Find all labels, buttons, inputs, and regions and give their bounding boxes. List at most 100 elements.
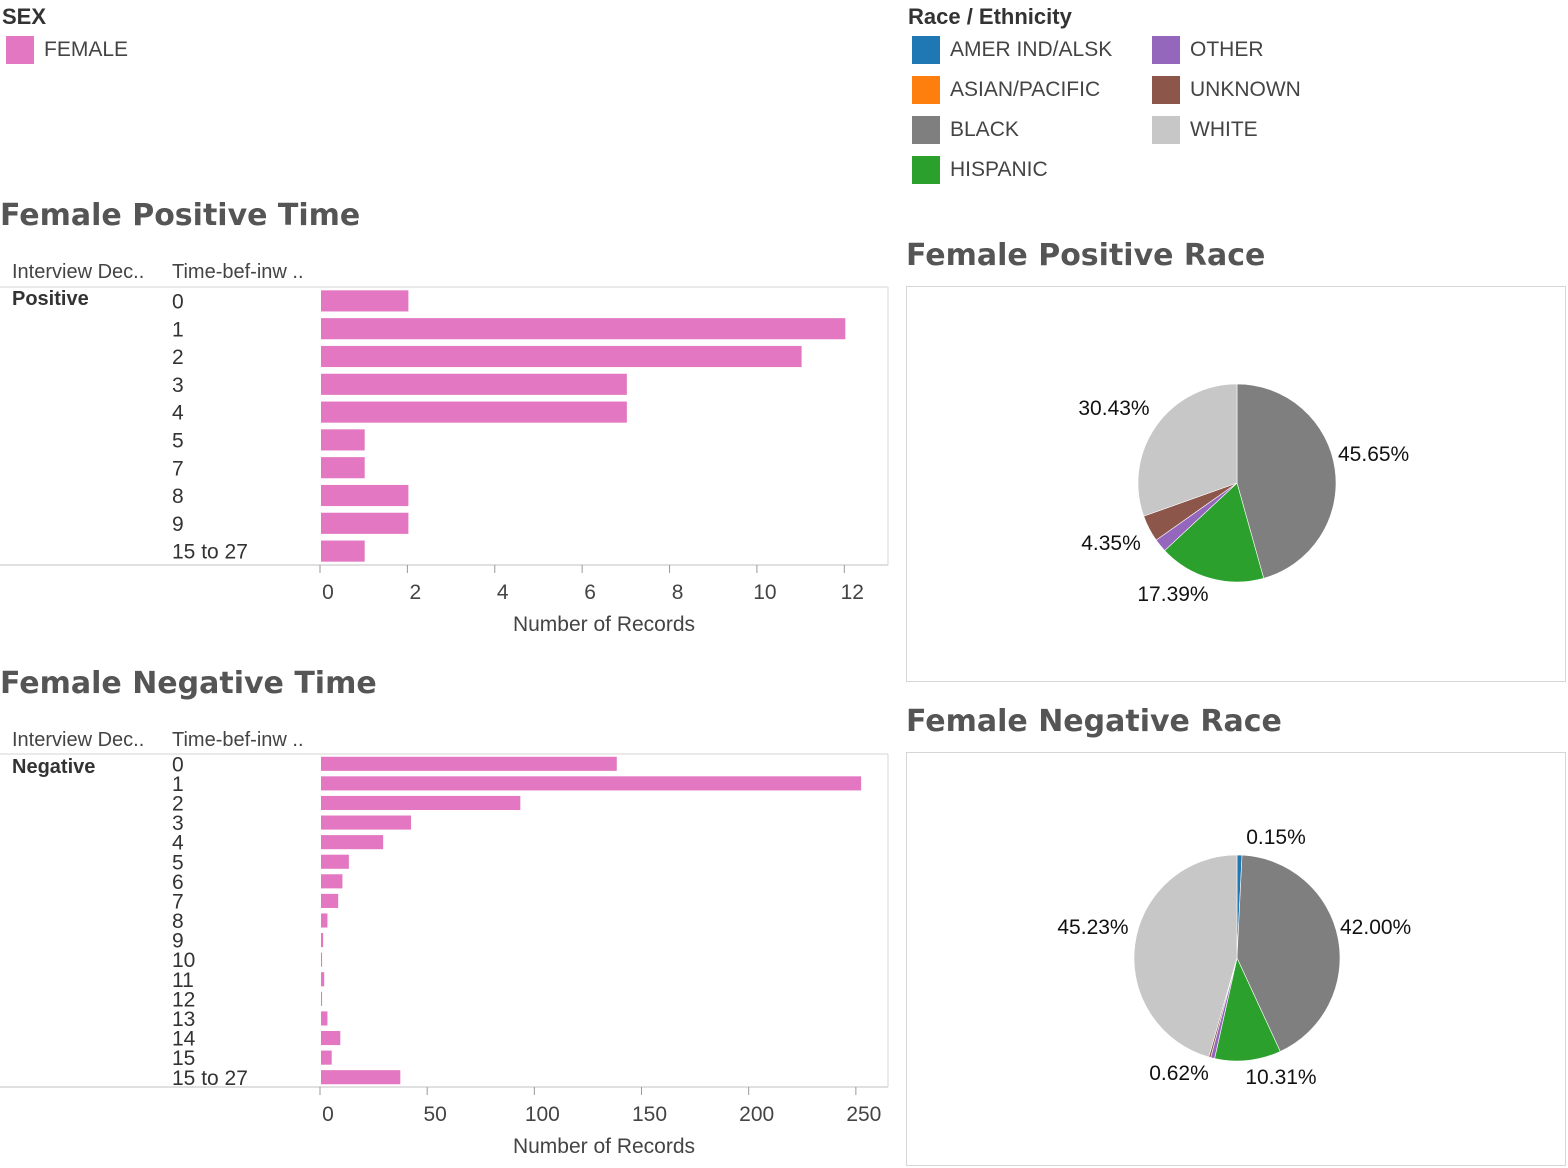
bar-15 <box>321 1050 332 1065</box>
row-label-2: 2 <box>172 793 184 816</box>
bar-4 <box>321 401 627 423</box>
legend-item-amer-ind-alsk[interactable]: AMER IND/ALSK <box>912 36 1112 64</box>
row-label-4: 4 <box>172 402 184 425</box>
row-label-13: 13 <box>172 1008 195 1031</box>
pie-label-hispanic: 10.31% <box>1245 1066 1316 1089</box>
x-tick-label-250: 250 <box>846 1103 881 1126</box>
female-negative-race-chart: 0.15% 42.00% 10.31% 0.62% 45.23% <box>1057 826 1411 1089</box>
bar-8 <box>321 484 409 507</box>
female-positive-time-title: Female Positive Time <box>0 198 361 233</box>
legend-label-unknown: UNKNOWN <box>1190 78 1301 101</box>
legend-swatch-asian-pacific <box>912 76 940 104</box>
legend-label-asian-pacific: ASIAN/PACIFIC <box>950 78 1101 101</box>
sex-legend-title: SEX <box>2 4 47 29</box>
bar-5 <box>321 854 349 869</box>
x-tick-label-50: 50 <box>423 1103 446 1126</box>
legend-item-black[interactable]: BLACK <box>912 116 1019 144</box>
row-label-8: 8 <box>172 485 184 508</box>
female-positive-race-title: Female Positive Race <box>906 238 1266 273</box>
bar-14 <box>321 1030 341 1046</box>
pie-label-amer-ind-alsk: 0.15% <box>1246 826 1306 849</box>
bar-2 <box>321 345 802 368</box>
bar-10 <box>321 952 323 967</box>
bar-7 <box>321 893 339 908</box>
row-label-7: 7 <box>172 457 184 480</box>
pie-slice-white <box>1133 854 1238 1058</box>
pie-label-unknown: 4.35% <box>1081 532 1141 555</box>
legend-item-other[interactable]: OTHER <box>1152 36 1264 64</box>
positive-col-header-decision: Interview Dec.. <box>12 261 145 283</box>
pie-label-hispanic: 17.39% <box>1137 583 1208 606</box>
positive-col-header-time: Time-bef-inw .. <box>172 261 304 283</box>
bar-7 <box>321 457 365 479</box>
pie-slice-black <box>1236 854 1341 1052</box>
row-label-15-to-27: 15 to 27 <box>172 541 248 564</box>
legend-item-unknown[interactable]: UNKNOWN <box>1152 76 1301 104</box>
female-positive-race-frame <box>906 286 1566 682</box>
x-tick-label-8: 8 <box>672 581 684 604</box>
pie-label-black: 45.65% <box>1338 443 1409 466</box>
x-tick-label-2: 2 <box>410 581 422 604</box>
x-tick-label-4: 4 <box>497 581 509 604</box>
row-label-4: 4 <box>172 832 184 855</box>
bar-frame <box>0 286 889 566</box>
row-label-3: 3 <box>172 374 184 397</box>
x-tick-label-0: 0 <box>322 1103 334 1126</box>
row-label-6: 6 <box>172 871 184 894</box>
legend-swatch-unknown <box>1152 76 1180 104</box>
x-tick-label-10: 10 <box>753 581 776 604</box>
row-label-0: 0 <box>172 290 184 313</box>
row-label-5: 5 <box>172 851 184 874</box>
legend-item-hispanic[interactable]: HISPANIC <box>912 156 1048 184</box>
bar-6 <box>321 874 343 889</box>
legend-swatch-female <box>6 36 34 64</box>
female-negative-time-title: Female Negative Time <box>0 666 377 701</box>
legend-item-white[interactable]: WHITE <box>1152 116 1258 144</box>
bar-3 <box>321 815 412 830</box>
bar-9 <box>321 933 324 948</box>
row-label-0: 0 <box>172 753 184 776</box>
pie-slice-white <box>1137 383 1238 517</box>
x-tick-label-0: 0 <box>322 581 334 604</box>
row-label-1: 1 <box>172 318 184 341</box>
pie-label-black: 42.00% <box>1340 916 1411 939</box>
bar-15-to-27 <box>321 1070 401 1085</box>
x-axis-label: Number of Records <box>513 1135 695 1158</box>
bar-9 <box>321 512 409 534</box>
x-tick-label-12: 12 <box>841 581 864 604</box>
x-tick-label-6: 6 <box>584 581 596 604</box>
pie-slice-black <box>1236 383 1337 579</box>
legend-label-black: BLACK <box>950 118 1019 141</box>
bar-11 <box>321 972 325 987</box>
pie-label-white: 45.23% <box>1057 916 1128 939</box>
legend-item-asian-pacific[interactable]: ASIAN/PACIFIC <box>912 76 1100 104</box>
legend-item-female[interactable]: FEMALE <box>6 36 128 64</box>
female-positive-race-chart: 45.65% 17.39% 4.35% 30.43% <box>1078 383 1409 606</box>
x-tick-label-150: 150 <box>632 1103 667 1126</box>
x-tick-label-200: 200 <box>739 1103 774 1126</box>
row-label-9: 9 <box>172 930 184 953</box>
bar-4 <box>321 835 384 850</box>
row-label-2: 2 <box>172 346 184 369</box>
pie-slice-hispanic <box>1164 482 1265 583</box>
pie-label-white: 30.43% <box>1078 397 1149 420</box>
legend-swatch-other <box>1152 36 1180 64</box>
row-label-5: 5 <box>172 429 184 452</box>
legend-swatch-white <box>1152 116 1180 144</box>
bar-frame <box>0 753 889 1088</box>
female-negative-race-title: Female Negative Race <box>906 704 1282 739</box>
bar-1 <box>321 318 846 340</box>
bar-3 <box>321 373 627 395</box>
pie-label-other: 0.62% <box>1149 1062 1209 1085</box>
row-label-9: 9 <box>172 513 184 536</box>
row-label-3: 3 <box>172 812 184 835</box>
row-label-1: 1 <box>172 773 184 796</box>
bar-15-to-27 <box>321 540 365 562</box>
legend-swatch-black <box>912 116 940 144</box>
bar-8 <box>321 913 328 928</box>
legend-label-white: WHITE <box>1190 118 1258 141</box>
row-label-12: 12 <box>172 988 195 1011</box>
race-legend-title: Race / Ethnicity <box>908 4 1072 29</box>
